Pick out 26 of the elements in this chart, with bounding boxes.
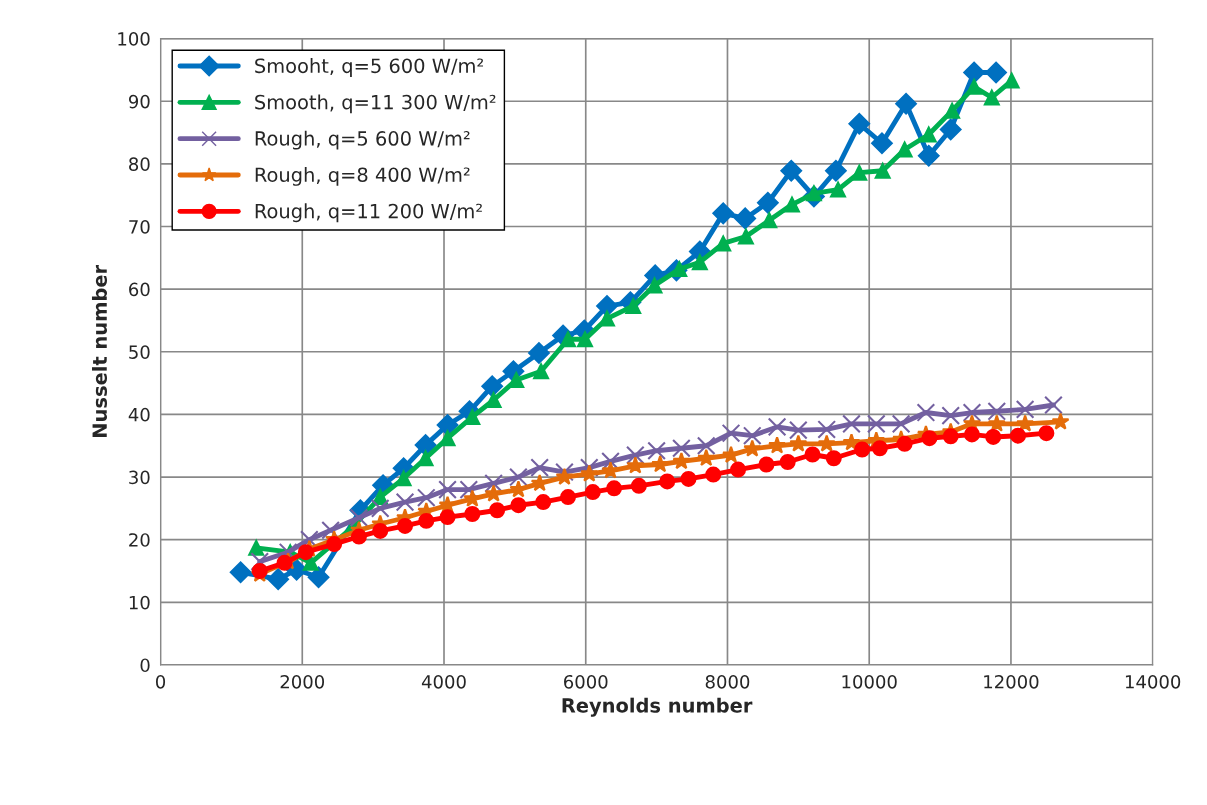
x-tick-label: 10000: [842, 674, 897, 689]
x-tick-label: 2000: [280, 674, 325, 689]
y-tick-label: 30: [129, 470, 150, 485]
legend-label: Rough, q=11 200 W/m²: [255, 203, 482, 223]
y-axis-title: Nusselt number: [91, 264, 108, 437]
y-tick-label: 60: [129, 282, 150, 297]
legend-label: Rough, q=8 400 W/m²: [255, 167, 470, 186]
y-tick-label: 50: [129, 345, 150, 359]
x-tick-label: 8000: [705, 674, 750, 689]
x-tick-label: 14000: [1125, 674, 1181, 689]
y-tick-label: 80: [129, 157, 150, 172]
y-tick-label: 10: [129, 595, 150, 610]
y-tick-label: 70: [129, 219, 150, 234]
legend-label: Smooht, q=5 600 W/m²: [255, 58, 484, 77]
y-tick-label: 20: [129, 533, 150, 547]
y-tick-label: 0: [140, 658, 150, 673]
y-tick-label: 40: [128, 407, 150, 422]
x-tick-label: 6000: [564, 674, 608, 689]
legend-label: Rough, q=5 600 W/m²: [255, 130, 470, 150]
x-tick-label: 0: [155, 674, 166, 689]
y-tick-label: 100: [118, 32, 150, 46]
y-tick-label: 90: [128, 94, 150, 109]
x-axis-title: Reynolds number: [562, 697, 753, 717]
legend-label: Smooth, q=11 300 W/m²: [255, 94, 496, 114]
x-tick-label: 4000: [421, 674, 466, 689]
x-tick-label: 12000: [984, 674, 1039, 689]
